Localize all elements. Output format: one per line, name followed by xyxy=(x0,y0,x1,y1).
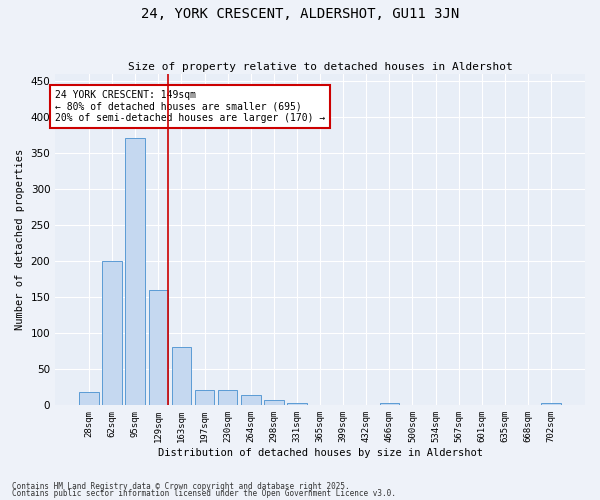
Bar xyxy=(79,392,99,405)
Bar xyxy=(195,390,214,405)
Text: 24 YORK CRESCENT: 149sqm
← 80% of detached houses are smaller (695)
20% of semi-: 24 YORK CRESCENT: 149sqm ← 80% of detach… xyxy=(55,90,325,124)
Text: Contains HM Land Registry data © Crown copyright and database right 2025.: Contains HM Land Registry data © Crown c… xyxy=(12,482,350,491)
Bar xyxy=(380,404,399,405)
Bar xyxy=(541,402,561,405)
Bar xyxy=(218,390,238,405)
Text: 24, YORK CRESCENT, ALDERSHOT, GU11 3JN: 24, YORK CRESCENT, ALDERSHOT, GU11 3JN xyxy=(141,8,459,22)
Bar xyxy=(172,347,191,405)
Bar xyxy=(264,400,284,405)
Bar xyxy=(287,402,307,405)
Bar xyxy=(125,138,145,405)
Bar xyxy=(149,290,168,405)
Bar xyxy=(241,396,260,405)
Y-axis label: Number of detached properties: Number of detached properties xyxy=(15,148,25,330)
X-axis label: Distribution of detached houses by size in Aldershot: Distribution of detached houses by size … xyxy=(158,448,482,458)
Bar xyxy=(103,261,122,405)
Title: Size of property relative to detached houses in Aldershot: Size of property relative to detached ho… xyxy=(128,62,512,72)
Text: Contains public sector information licensed under the Open Government Licence v3: Contains public sector information licen… xyxy=(12,489,396,498)
